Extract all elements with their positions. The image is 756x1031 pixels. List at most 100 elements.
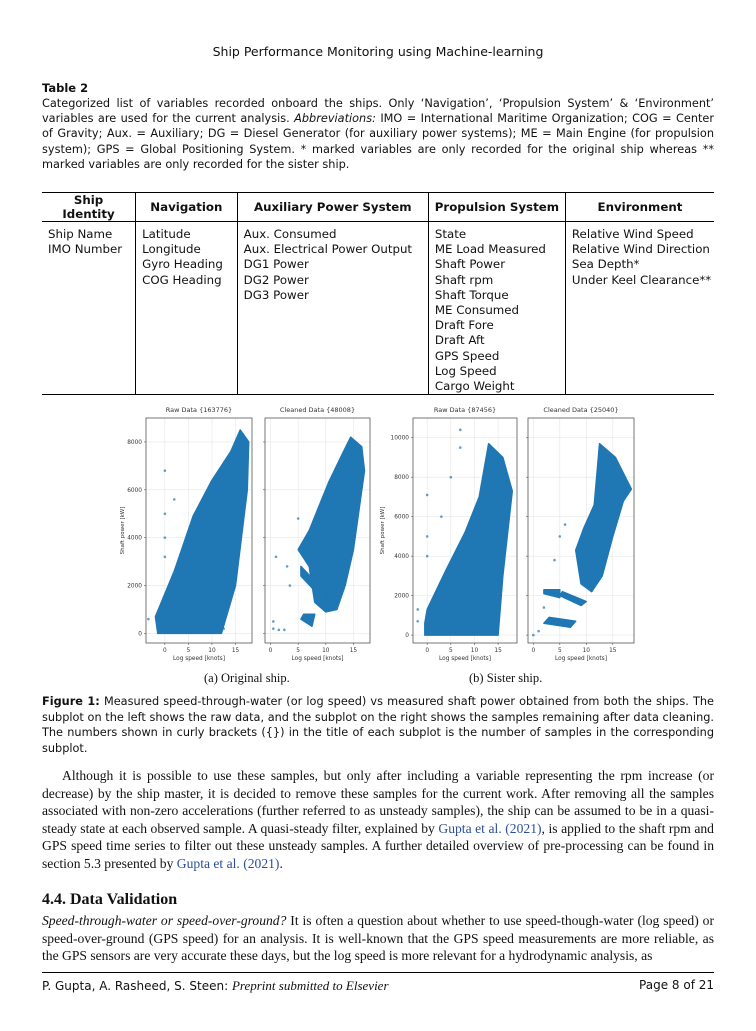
column-header: Auxiliary Power System (236, 192, 429, 222)
scatter-point (458, 446, 462, 449)
variable-name: DG2 Power (243, 272, 309, 287)
variable-name: Aux. Consumed (243, 227, 337, 241)
y-tick-label: 8000 (394, 475, 409, 481)
footer-page-number: Page 8 of 21 (639, 978, 714, 992)
scatter-point (425, 493, 429, 497)
scatter-point (558, 535, 562, 538)
table-cell: Latitude Longitude Gyro Heading COG Heading (135, 221, 238, 395)
scatter-point (274, 555, 278, 559)
scatter-point (416, 619, 420, 623)
scatter-point (163, 469, 167, 472)
x-tick-label: 10 (471, 648, 479, 654)
paragraph-text: , is applied to the shaft rpm and GPS sp… (42, 820, 714, 871)
y-tick-label: 8000 (127, 440, 142, 446)
scatter-cluster (300, 613, 316, 627)
x-axis-label: Log speed [knots] (555, 656, 607, 662)
subplot-title: Cleaned Data {25040} (543, 406, 618, 414)
variables-table: Ship Identity Navigation Auxiliary Power S… (42, 192, 714, 396)
x-tick-label: 5 (449, 648, 453, 654)
citation-link[interactable]: Gupta et al. (2021) (176, 855, 280, 871)
variable-name: Relative Wind Speed (571, 227, 694, 241)
scatter-point (563, 523, 567, 526)
scatter-point (163, 555, 167, 559)
running-head: Ship Performance Monitoring using Machin… (212, 44, 544, 59)
axes-frame (145, 417, 253, 644)
scatter-point (542, 606, 546, 609)
y-tick-label: 0 (138, 631, 142, 637)
scatter-point (296, 517, 300, 520)
variable-name: Draft Fore (434, 318, 494, 333)
y-tick-label: 4000 (394, 554, 409, 560)
x-tick-label: 0 (425, 648, 429, 654)
x-tick-label: 10 (322, 648, 330, 654)
scatter-point (532, 633, 535, 637)
y-tick-label: 4000 (127, 536, 142, 542)
caption-text: IMO = International Maritime Organizatio… (42, 112, 715, 171)
column-header: Ship Identity (42, 192, 136, 222)
x-axis-label: Log speed [knots] (439, 656, 491, 662)
scatter-cloud (154, 429, 250, 635)
x-tick-label: 5 (296, 648, 300, 654)
column-header: Navigation (135, 192, 238, 222)
scatter-cluster (559, 590, 588, 607)
subcaption-original-ship: (a) Original ship. (204, 671, 290, 685)
y-tick-label: 10000 (391, 436, 410, 442)
scatter-point (277, 628, 281, 632)
x-tick-label: 15 (232, 648, 240, 654)
section-paragraph: Speed-through-water or speed-over-ground… (42, 912, 714, 965)
y-tick-label: 6000 (127, 488, 142, 494)
scatter-point (222, 622, 226, 626)
y-axis-label: Shaft power [kW] (380, 507, 386, 555)
variable-name: Draft Aft (434, 333, 485, 348)
variable-name: Ship Name (48, 227, 113, 241)
scatter-point (271, 620, 275, 623)
x-tick-label: 5 (187, 648, 191, 654)
scatter-point (416, 608, 420, 611)
scatter-point (553, 558, 556, 562)
scatter-point (163, 512, 167, 516)
x-tick-label: 0 (163, 648, 167, 654)
subplot-title: Raw Data {163776} (166, 406, 232, 414)
footer-divider (42, 972, 714, 973)
scatter-point (271, 627, 275, 630)
table-cell: Relative Wind Speed Relative Wind Directi… (564, 221, 714, 395)
variable-name: Cargo Weight (434, 379, 515, 394)
scatter-cloud (424, 442, 514, 636)
body-paragraph: Although it is possible to use these sam… (42, 767, 714, 873)
figure-caption-text: Measured speed-through-water (or log spe… (42, 695, 715, 755)
variable-name: Shaft Power (434, 257, 506, 272)
variable-name: IMO Number (48, 242, 123, 257)
paragraph-text: It is often a question about whether to … (42, 913, 714, 964)
axes-frame (412, 417, 518, 644)
figure-caption-label: Figure 1: (42, 695, 100, 708)
scatter-point (288, 584, 292, 587)
variable-name: Shaft Torque (434, 287, 509, 302)
variable-name: Gyro Heading (142, 257, 223, 272)
scatter-point (163, 536, 167, 539)
caption-text: Categorized list of variables recorded o… (42, 97, 714, 126)
subcaption-sister-ship: (b) Sister ship. (469, 671, 543, 685)
variable-name: GPS Speed (434, 348, 500, 363)
axes-frame (264, 417, 371, 644)
x-tick-label: 5 (558, 648, 562, 654)
scatter-subplot: Cleaned Data {48008} 0 5 10 15 Log speed [kno… (263, 406, 371, 662)
subplot-title: Raw Data {87456} (434, 406, 496, 414)
x-tick-label: 15 (350, 648, 358, 654)
variable-name: Log Speed (434, 363, 497, 378)
scatter-cloud (574, 442, 633, 593)
scatter-point (537, 629, 540, 633)
table-label: Table 2 (42, 81, 89, 95)
y-tick-label: 2000 (394, 594, 409, 600)
table-row: Ship Name IMO Number Latitude Longitude Gyro… (42, 221, 714, 395)
citation-link[interactable]: Gupta et al. (2021) (438, 820, 542, 836)
axes-frame (527, 417, 635, 644)
x-tick-label: 15 (494, 648, 502, 654)
scatter-subplot: Raw Data {87456} 0 5 10 15 0 2000 4000 6000 8000 1… (380, 406, 518, 662)
paragraph-text: . (279, 855, 283, 871)
scatter-subplot: Raw Data {163776} 0 5 10 15 0 2000 4000 6000 8000… (120, 406, 253, 662)
table-header-row: Ship Identity Navigation Auxiliary Power S… (42, 192, 714, 222)
y-tick-label: 2000 (127, 584, 142, 590)
y-tick-label: 6000 (394, 515, 409, 521)
x-tick-label: 0 (269, 648, 273, 654)
